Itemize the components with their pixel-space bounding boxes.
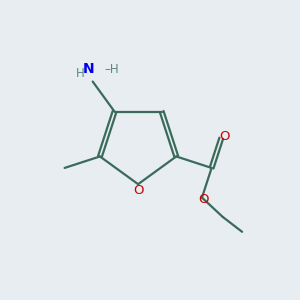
Text: –H: –H <box>104 63 119 76</box>
Text: H: H <box>76 67 84 80</box>
Text: O: O <box>198 193 209 206</box>
Text: O: O <box>133 184 143 197</box>
Text: N: N <box>83 62 95 76</box>
Text: O: O <box>220 130 230 143</box>
